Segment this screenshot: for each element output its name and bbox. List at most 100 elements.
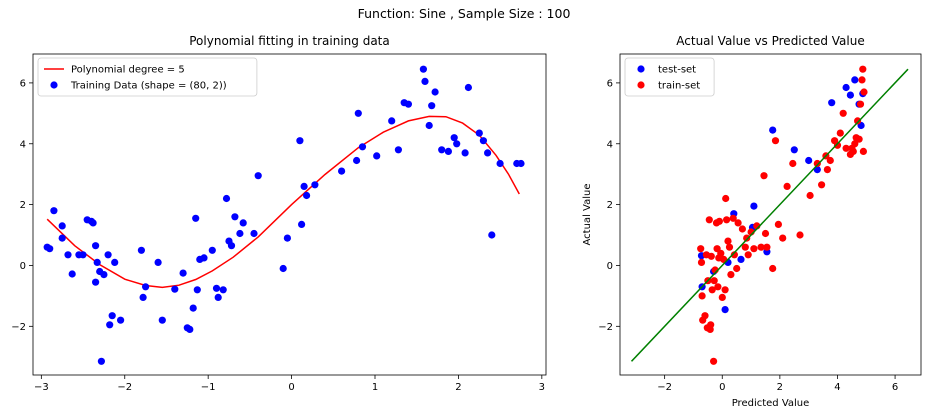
right-series-1-point: [729, 214, 737, 222]
right-series-1-point: [721, 286, 729, 294]
left-series-1-point: [496, 159, 504, 168]
right-series-1-point: [783, 182, 791, 190]
left-x-tick-label: 2: [455, 382, 461, 393]
left-x-tick-label: −1: [201, 382, 216, 393]
left-y-tick-label: −2: [11, 322, 26, 333]
left-series-1-point: [46, 245, 54, 253]
left-series-1-point: [200, 254, 208, 262]
right-series-1-point: [750, 245, 758, 253]
left-series-0-line: [46, 115, 520, 289]
right-series-1-point: [717, 249, 725, 257]
left-series-1-point: [154, 258, 162, 266]
right-series-1-point: [858, 76, 866, 84]
right-chart-x-axis-label: Predicted Value: [732, 398, 810, 409]
right-y-tick-label: 0: [607, 261, 613, 272]
right-series-1-point: [725, 243, 734, 251]
left-x-tick-label: −2: [117, 382, 132, 393]
right-series-1-point: [859, 147, 868, 155]
right-series-1-point: [697, 258, 706, 266]
right-series-1-point: [823, 166, 832, 174]
left-legend-marker-swatch: [50, 81, 58, 89]
left-series-1-point: [97, 357, 105, 365]
right-x-tick-label: 2: [777, 382, 783, 393]
right-legend-label: test-set: [658, 65, 696, 76]
right-y-tick-label: 6: [607, 78, 613, 89]
left-series-1-point: [428, 102, 436, 110]
left-legend-box: [37, 57, 258, 97]
left-series-1-point: [358, 143, 367, 151]
right-x-tick-label: −2: [657, 382, 672, 393]
left-series-1-point: [179, 269, 187, 277]
left-series-1-point: [142, 283, 150, 291]
right-series-1-point: [789, 159, 797, 168]
left-series-1-point: [388, 117, 396, 125]
left-series-1-point: [139, 293, 147, 301]
left-x-tick-label: −3: [34, 382, 49, 393]
figure-suptitle: Function: Sine , Sample Size : 100: [358, 6, 571, 21]
right-series-1-point: [714, 283, 722, 291]
left-series-1-point: [353, 156, 361, 165]
left-legend-label: Training Data (shape = (80, 2)): [70, 81, 227, 92]
right-legend-label: train-set: [658, 81, 700, 92]
right-series-0-point: [790, 146, 798, 154]
left-series-1-point: [464, 83, 472, 92]
left-series-1-point: [303, 191, 311, 200]
left-series-1-point: [453, 140, 461, 148]
left-series-1-point: [186, 325, 194, 333]
right-x-tick-label: 4: [834, 382, 840, 393]
right-series-0-point: [805, 156, 813, 165]
left-legend-label: Polynomial degree = 5: [71, 65, 185, 76]
left-series-1-point: [58, 222, 66, 230]
right-series-1-point: [774, 220, 783, 228]
left-series-1-point: [171, 285, 179, 293]
right-series-1-point: [733, 264, 741, 273]
right-series-1-point: [860, 88, 868, 96]
left-series-1-point: [104, 251, 112, 259]
left-series-1-point: [419, 65, 427, 73]
right-series-1-point: [698, 292, 706, 300]
right-series-1-point: [722, 194, 730, 203]
right-series-1-point: [705, 216, 713, 224]
left-series-1-point: [79, 251, 87, 259]
right-legend-box: [624, 57, 715, 97]
right-series-1-point: [710, 277, 718, 285]
right-series-1-point: [701, 312, 709, 320]
right-series-1-point: [738, 225, 747, 233]
left-series-1-point: [488, 231, 496, 239]
left-series-1-point: [106, 321, 114, 329]
right-series-1-point: [836, 129, 844, 137]
left-y-tick-label: 6: [20, 78, 26, 89]
right-series-1-point: [806, 191, 814, 200]
left-series-1-point: [373, 152, 381, 160]
right-series-1-point: [734, 219, 742, 227]
right-series-1-point: [723, 216, 731, 224]
right-chart-title: Actual Value vs Predicted Value: [676, 34, 864, 48]
left-legend: Polynomial degree = 5 Training Data (shap…: [37, 57, 258, 97]
left-series-1-point: [404, 100, 412, 108]
left-series-1-point: [193, 286, 201, 294]
right-series-1-point: [769, 264, 777, 273]
left-series-1-point: [64, 251, 72, 259]
right-legend: test-set train-set: [624, 57, 715, 97]
left-x-tick-label: 1: [372, 382, 378, 393]
right-series-1-point: [839, 109, 847, 117]
right-series-1-point: [743, 234, 751, 242]
left-series-1-point: [111, 258, 119, 266]
right-series-1-point: [855, 135, 863, 143]
left-series-1-point: [208, 246, 216, 254]
right-y-tick-label: 2: [607, 200, 613, 211]
left-series-1-point: [421, 77, 429, 85]
left-series-1-point: [108, 312, 116, 320]
right-series-0-point: [851, 76, 859, 84]
right-series-0-point: [828, 99, 836, 107]
right-y-tick-label: −2: [598, 322, 613, 333]
right-series-2-line: [630, 68, 909, 362]
right-series-1-point: [763, 243, 771, 251]
right-series-1-point: [697, 245, 705, 253]
right-series-1-point: [708, 286, 716, 294]
right-chart-y-axis-label: Actual Value: [582, 184, 593, 246]
right-series-0-point: [846, 91, 855, 99]
left-series-1-point: [254, 172, 262, 180]
left-series-1-point: [92, 242, 100, 250]
